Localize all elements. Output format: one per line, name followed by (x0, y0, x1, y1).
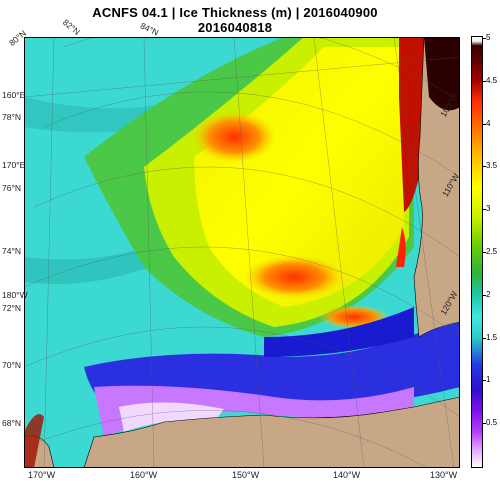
colorbar-tick-label: 2 (486, 289, 491, 299)
very-thin-ice (119, 402, 224, 432)
thick-ice-edge (399, 37, 424, 212)
colorbar-tick-label: 5 (486, 33, 491, 42)
lon-label: 180°W (2, 290, 28, 300)
colorbar-tick-mark (483, 294, 486, 296)
colorbar-tick-mark (483, 337, 486, 339)
land-dark-region (424, 37, 460, 111)
colorbar-tick-mark (483, 38, 486, 39)
lon-label: 140°W (333, 470, 361, 480)
land-alaska (83, 396, 460, 468)
lon-label: 150°W (232, 470, 260, 480)
map-title: ACNFS 04.1 | Ice Thickness (m) | 2016040… (92, 5, 378, 20)
thick-ice-edge (24, 414, 44, 468)
lon-label: 170°E (2, 160, 26, 170)
colorbar-tick-label: 3.5 (486, 161, 498, 171)
lat-label: 78°N (2, 112, 21, 122)
lon-label: 160°W (130, 470, 158, 480)
lon-label: 160°E (2, 90, 26, 100)
colorbar-tick-label: 4 (486, 118, 491, 128)
colorbar-tick-mark (483, 80, 486, 82)
colorbar (471, 36, 483, 468)
colorbar-tick-label: 3 (486, 204, 491, 214)
colorbar-tick-label: 1 (486, 375, 491, 385)
very-thin-ice (94, 385, 414, 437)
map-frame (24, 37, 460, 468)
lon-label: 130°W (430, 470, 458, 480)
colorbar-tick-label: 4.5 (486, 75, 498, 85)
lon-label: 170°W (28, 470, 56, 480)
teal-streak (24, 77, 264, 133)
map-panel[interactable] (24, 37, 460, 468)
central-thick-ice-core (194, 47, 404, 307)
thin-ice-band (264, 307, 414, 357)
colorbar-tick-mark (483, 380, 486, 382)
colorbar-tick-label: 1.5 (486, 332, 498, 342)
colorbar-tick-label: 2.5 (486, 247, 498, 256)
thick-ice-patch (244, 255, 344, 299)
map-subtitle: 2016040818 (197, 20, 273, 35)
colorbar-tick-label: 0.5 (486, 418, 498, 428)
colorbar-tick-mark (483, 209, 486, 211)
colorbar-tick-mark (483, 123, 486, 125)
colorbar-tick-mark (483, 423, 486, 425)
colorbar-tick-mark (483, 166, 486, 168)
lat-label: 74°N (2, 246, 21, 256)
colorbar-tick-mark (483, 252, 486, 253)
lat-label: 72°N (2, 303, 21, 313)
lat-label: 70°N (2, 360, 21, 370)
ice-thickness-map[interactable] (24, 37, 460, 468)
lat-label: 76°N (2, 183, 21, 193)
graticule (24, 37, 460, 468)
lat-label: 68°N (2, 418, 21, 428)
thick-ice-edge (396, 227, 406, 267)
thick-ice-patch (192, 111, 276, 163)
